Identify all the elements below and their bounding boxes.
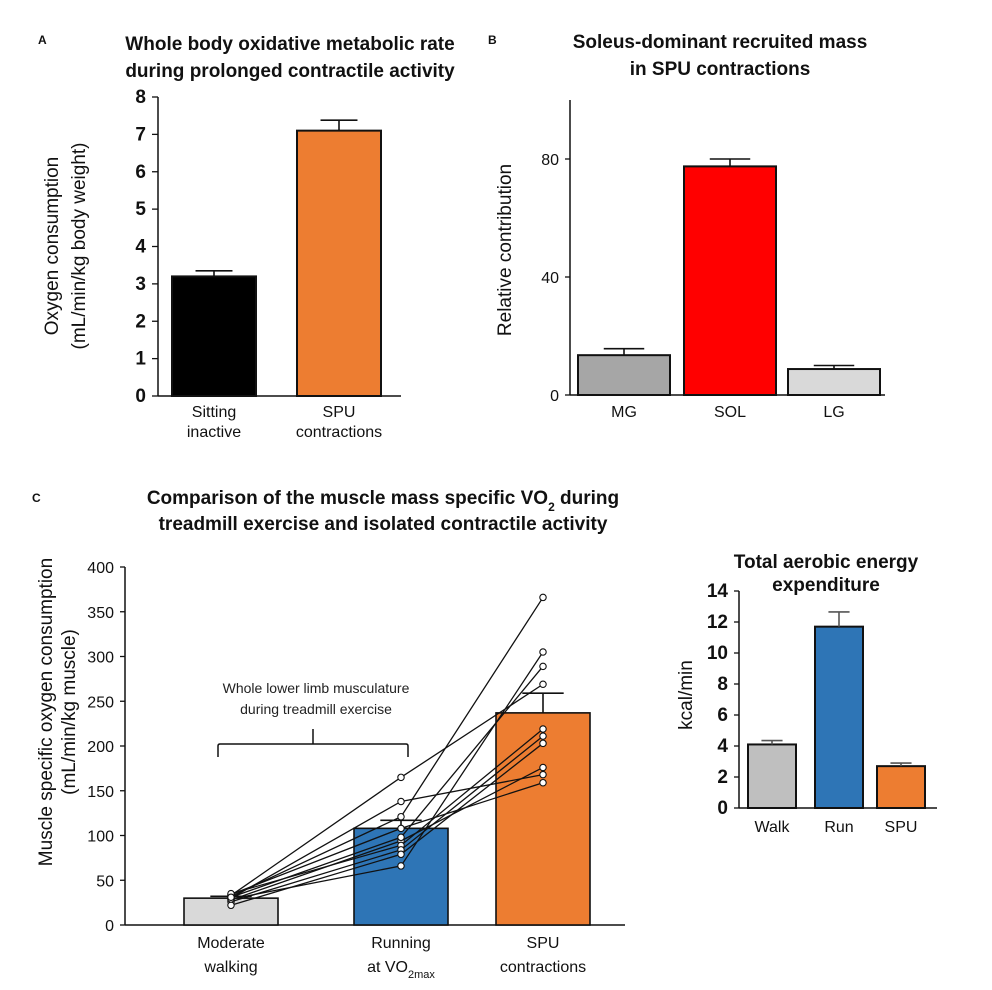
x-category-label-line-2: at VO2max — [367, 959, 435, 981]
bar — [495, 712, 591, 926]
y-tick-label: 0 — [135, 386, 146, 407]
x-category-label-line-1: LG — [823, 404, 844, 421]
y-tick-label: 300 — [87, 650, 114, 667]
subject-point — [539, 778, 547, 787]
subject-point — [397, 812, 405, 821]
y-tick-label: 4 — [717, 736, 728, 757]
subject-point — [539, 739, 547, 748]
y-axis-label-line-2: (mL/min/kg body weight) — [69, 143, 90, 350]
subject-point — [397, 833, 405, 842]
chart-title-line-2: expenditure — [772, 575, 880, 596]
subject-point — [539, 763, 547, 772]
y-tick-label: 3 — [135, 274, 146, 295]
subject-point — [539, 593, 547, 602]
subject-point — [397, 850, 405, 859]
subject-point — [397, 797, 405, 806]
y-tick-label: 6 — [717, 705, 728, 726]
panel-a: A Whole body oxidative metabolic rate duri… — [38, 33, 455, 441]
y-tick-label: 7 — [135, 124, 146, 145]
y-tick-label: 400 — [87, 560, 114, 577]
y-tick-label: 200 — [87, 739, 114, 756]
chart-title-line-1: Whole body oxidative metabolic rate — [125, 34, 454, 55]
chart-title-line-1: Soleus-dominant recruited mass — [573, 32, 868, 53]
x-category-label-line-2: inactive — [187, 424, 241, 441]
chart-title-line-2: during prolonged contractile activity — [125, 61, 455, 82]
y-tick-label: 12 — [707, 612, 728, 633]
x-category-label-line-1: MG — [611, 404, 637, 421]
subject-point — [397, 862, 405, 870]
y-axis-label-line-1: Oxygen consumption — [42, 157, 63, 336]
subject-point — [227, 893, 235, 902]
y-tick-label: 0 — [105, 918, 114, 935]
x-category-label-line-1: Running — [371, 935, 431, 952]
panel-label: A — [38, 33, 47, 47]
panel-c: C Comparison of the muscle mass specific … — [32, 488, 625, 981]
x-category-label-line-1: SPU — [527, 935, 560, 952]
chart-title-line-1: Total aerobic energy — [734, 552, 919, 573]
annotation-line-2: during treadmill exercise — [240, 701, 392, 717]
bar — [296, 129, 382, 397]
bar — [747, 743, 797, 810]
y-tick-label: 250 — [87, 694, 114, 711]
annotation-bracket — [217, 729, 409, 757]
bar — [683, 165, 777, 396]
y-tick-label: 50 — [96, 873, 114, 890]
y-axis-label-line-1: kcal/min — [676, 660, 697, 730]
x-category-label-line-1: SOL — [714, 404, 746, 421]
y-tick-label: 150 — [87, 784, 114, 801]
x-category-label-line-1: Walk — [755, 819, 791, 836]
x-category-label-line-1: Moderate — [197, 935, 265, 952]
panel-b: B Soleus-dominant recruited mass in SPU co… — [488, 32, 885, 421]
chart-title-line-2: in SPU contractions — [630, 59, 811, 80]
x-category-label-line-2: walking — [203, 959, 257, 976]
annotation-line-1: Whole lower limb musculature — [223, 680, 410, 696]
subject-point — [539, 680, 547, 688]
chart-title-line-1: Comparison of the muscle mass specific V… — [147, 488, 619, 514]
bar — [787, 368, 881, 397]
y-tick-label: 100 — [87, 829, 114, 846]
x-category-label-line-1: Run — [824, 819, 853, 836]
y-tick-label: 0 — [550, 388, 559, 405]
y-tick-label: 5 — [135, 199, 146, 220]
bar — [876, 765, 926, 810]
y-tick-label: 14 — [707, 581, 729, 602]
y-tick-label: 8 — [135, 87, 146, 108]
panel-label: B — [488, 33, 497, 47]
y-tick-label: 80 — [541, 152, 559, 169]
y-tick-label: 6 — [135, 162, 146, 183]
chart-title-line-2: treadmill exercise and isolated contract… — [159, 514, 608, 535]
y-tick-label: 8 — [717, 674, 728, 695]
subject-point — [539, 770, 547, 779]
subject-point — [397, 824, 405, 833]
y-tick-label: 2 — [717, 767, 728, 788]
bar — [171, 275, 257, 397]
subject-point — [227, 901, 235, 910]
subject-points — [227, 593, 547, 910]
x-category-label-line-2: contractions — [500, 959, 586, 976]
x-category-label-line-1: SPU — [885, 819, 918, 836]
panel-label: C — [32, 491, 41, 505]
y-tick-label: 350 — [87, 605, 114, 622]
subject-point — [539, 732, 547, 740]
subject-point — [539, 648, 547, 656]
y-tick-label: 1 — [135, 349, 146, 370]
y-tick-label: 2 — [135, 311, 146, 332]
bar — [814, 625, 864, 810]
y-axis-label-line-2: (mL/min/kg muscle) — [59, 629, 80, 795]
y-tick-label: 4 — [135, 237, 146, 258]
y-tick-label: 10 — [707, 643, 728, 664]
x-category-label-line-1: Sitting — [192, 404, 236, 421]
y-axis-label-line-1: Muscle specific oxygen consumption — [36, 558, 57, 866]
x-category-label-line-1: SPU — [323, 404, 356, 421]
subject-point — [539, 725, 547, 733]
subject-point — [397, 773, 405, 782]
subject-point — [539, 662, 547, 671]
y-axis-label-line-1: Relative contribution — [495, 164, 516, 336]
x-category-label-line-2: contractions — [296, 424, 382, 441]
y-tick-label: 0 — [717, 798, 728, 819]
bar — [577, 354, 671, 396]
y-tick-label: 40 — [541, 270, 559, 287]
